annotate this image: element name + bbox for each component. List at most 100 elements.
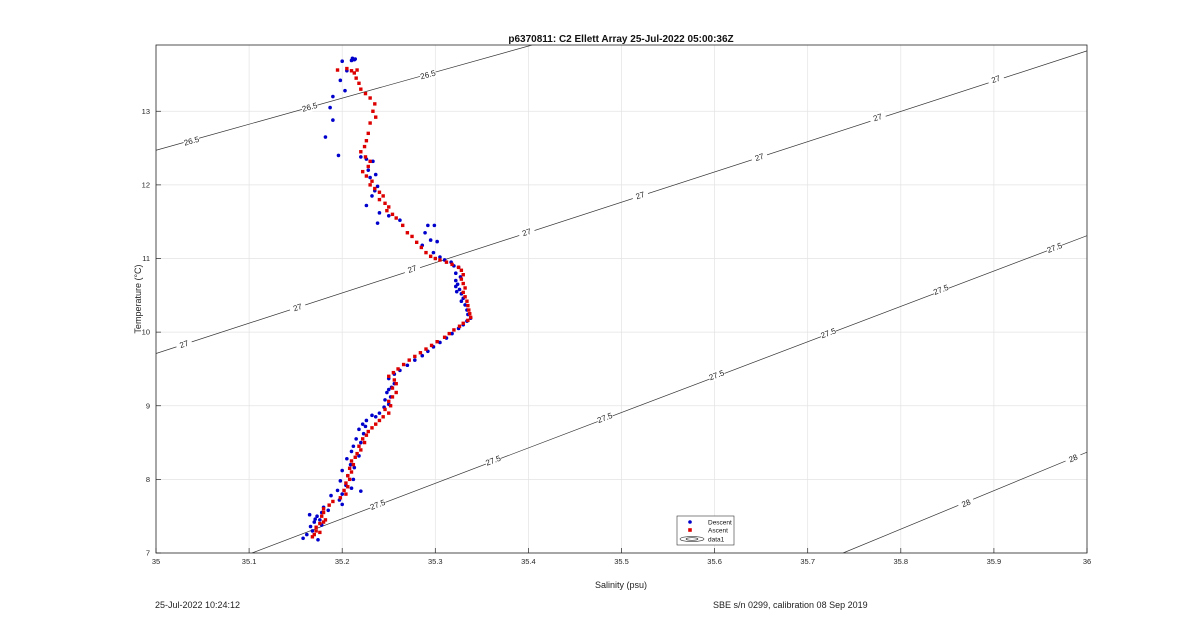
y-tick-label: 7 <box>146 549 150 558</box>
ascent-point <box>461 281 465 286</box>
contour-label: 27 <box>868 109 887 125</box>
x-tick-label: 35.1 <box>242 557 257 566</box>
ascent-point <box>373 102 377 106</box>
x-tick-label: 35.5 <box>614 557 629 566</box>
density-contour-labels: 26.526.526.5272727272727272727.527.527.5… <box>174 67 1083 512</box>
ascent-point <box>368 121 372 125</box>
ascent-point <box>364 174 369 178</box>
ascent-point <box>444 260 449 264</box>
ascent-point <box>363 155 368 159</box>
ascent-point <box>468 312 472 316</box>
ascent-point <box>388 404 393 408</box>
contour-label-bg <box>868 109 887 125</box>
contour-label-text: 26.5 <box>301 101 319 114</box>
ascent-point <box>424 347 428 351</box>
contour-label-text: 27 <box>292 302 304 313</box>
ascent-point <box>359 448 363 452</box>
descent-point <box>331 118 335 122</box>
ascent-point <box>463 286 467 290</box>
ascent-point <box>323 518 328 522</box>
ascent-point <box>338 496 343 500</box>
descent-point <box>453 271 458 276</box>
ascent-point <box>387 374 391 379</box>
descent-point <box>307 512 312 517</box>
ascent-point <box>401 223 405 228</box>
ascent-point <box>370 426 374 430</box>
descent-point <box>351 444 356 449</box>
descent-point <box>431 250 436 255</box>
descent-point <box>340 468 345 473</box>
ascent-point <box>351 462 356 467</box>
contour-label-text: 27 <box>754 152 766 163</box>
ascent-point <box>468 315 473 320</box>
ascent-point <box>321 510 326 515</box>
descent-point <box>345 456 349 461</box>
descent-point <box>450 331 454 336</box>
contour-label: 27 <box>750 149 769 165</box>
ascent-point <box>401 362 406 367</box>
legend-ascent-label: Ascent <box>708 528 728 535</box>
descent-point <box>438 255 442 259</box>
contour-label: 27 <box>174 336 194 352</box>
x-tick-label: 35.2 <box>335 557 350 566</box>
series-descent <box>301 56 473 542</box>
ascent-point <box>373 186 377 191</box>
contour-label-bg <box>818 325 838 341</box>
descent-point <box>316 537 320 542</box>
ascent-point <box>385 208 389 213</box>
ascent-point <box>368 183 372 187</box>
descent-point <box>370 194 374 198</box>
descent-point <box>375 221 380 225</box>
ascent-point <box>366 131 370 136</box>
legend-box <box>676 515 735 546</box>
ascent-point <box>321 520 326 524</box>
ascent-point <box>377 418 382 423</box>
ascent-point <box>457 324 462 328</box>
ascent-point <box>344 492 348 496</box>
series-ascent <box>310 66 473 539</box>
descent-point <box>453 278 458 283</box>
contour-label-bg <box>1045 239 1064 255</box>
ascent-point <box>327 503 331 507</box>
x-tick-label: 35.7 <box>800 557 815 566</box>
contour-label: 26.5 <box>182 133 201 148</box>
descent-point <box>343 88 347 93</box>
contour-line-27 <box>156 50 1087 354</box>
ascent-point <box>465 299 469 303</box>
ascent-point <box>390 395 395 399</box>
ascent-point <box>447 331 451 336</box>
ascent-point <box>314 525 318 529</box>
contour-label: 27 <box>402 261 422 277</box>
ascent-point <box>342 488 346 493</box>
ascent-point <box>349 459 354 463</box>
ascent-point <box>346 473 350 478</box>
ascent-point <box>413 354 417 359</box>
contour-label: 26.5 <box>300 99 319 114</box>
contour-label-text: 26.5 <box>419 68 437 81</box>
contour-label-bg <box>931 281 951 297</box>
contour-label: 27 <box>630 187 650 203</box>
legend: Descent Ascent data1 <box>676 515 735 546</box>
ascent-point <box>438 258 442 262</box>
contour-label-bg <box>288 299 307 315</box>
descent-point <box>361 431 366 436</box>
contour-label-text: 27 <box>990 74 1002 85</box>
legend-data1-label: data1 <box>708 537 725 544</box>
ascent-point <box>366 429 370 434</box>
x-axis-ticks: 35 35.1 35.2 35.3 35.4 35.5 35.6 35.7 35.8 35.9 36 <box>152 548 1091 566</box>
ascent-point <box>383 201 387 205</box>
ascent-point <box>364 139 369 143</box>
descent-point <box>338 78 343 83</box>
descent-point <box>432 223 437 228</box>
contour-label-bg <box>418 67 437 82</box>
descent-point <box>312 520 317 524</box>
contour-label-bg <box>368 496 387 512</box>
y-tick-label: 11 <box>142 254 150 263</box>
descent-point <box>352 465 357 470</box>
descent-point <box>335 488 340 493</box>
descent-point <box>366 168 371 172</box>
contour-label: 27 <box>288 299 307 315</box>
ascent-point <box>442 335 447 339</box>
descent-point <box>435 239 439 244</box>
